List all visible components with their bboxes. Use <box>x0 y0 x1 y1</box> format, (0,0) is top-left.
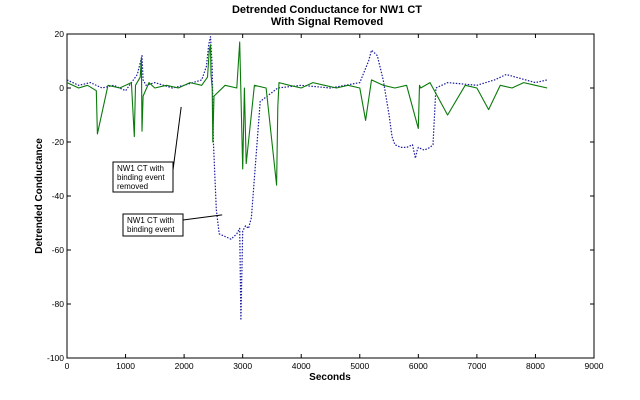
y-tick-label: 0 <box>59 83 64 93</box>
series-line-1 <box>66 36 548 321</box>
annotation-text: NW1 CT with <box>127 216 174 225</box>
y-tick-label: -20 <box>52 137 65 147</box>
x-tick-label: 8000 <box>526 361 545 371</box>
series-line-2 <box>66 41 548 186</box>
annotation-leader <box>172 106 182 171</box>
annotation-text: NW1 CT with <box>117 164 164 173</box>
annotation-leader <box>182 214 223 221</box>
axis-ticks: 0 1000 2000 3000 4000 5000 6000 7000 8000 9000 -10… <box>47 29 604 371</box>
annotation-box <box>112 161 174 193</box>
y-tick-label: -60 <box>52 245 65 255</box>
series-layer <box>66 36 548 321</box>
chart-title-line-2: With Signal Removed <box>271 16 383 28</box>
annotation-text: removed <box>117 182 148 191</box>
x-tick-label: 3000 <box>233 361 252 371</box>
x-tick-label: 2000 <box>175 361 194 371</box>
y-axis-label: Detrended Conductance <box>34 138 45 254</box>
x-tick-label: 7000 <box>467 361 486 371</box>
x-axis-label: Seconds <box>309 372 351 383</box>
annotation-text: binding event <box>117 173 165 182</box>
y-tick-label: 20 <box>55 29 65 39</box>
x-tick-label: 5000 <box>350 361 369 371</box>
annotation-text: binding event <box>127 225 175 234</box>
chart-title-line-1: Detrended Conductance for NW1 CT <box>232 4 422 16</box>
x-tick-label: 6000 <box>409 361 428 371</box>
x-tick-label: 0 <box>65 361 70 371</box>
y-tick-label: -100 <box>47 353 64 363</box>
y-tick-label: -80 <box>52 299 65 309</box>
x-tick-label: 9000 <box>585 361 604 371</box>
x-tick-label: 1000 <box>116 361 135 371</box>
y-tick-label: -40 <box>52 191 65 201</box>
x-tick-label: 4000 <box>292 361 311 371</box>
plot-area <box>66 33 595 359</box>
annotation-box <box>122 213 184 237</box>
